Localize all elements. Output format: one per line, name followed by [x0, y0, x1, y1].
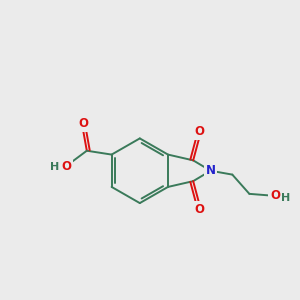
- Text: H: H: [50, 162, 59, 172]
- Text: H: H: [281, 193, 290, 203]
- Text: O: O: [194, 125, 204, 138]
- Text: O: O: [61, 160, 71, 173]
- Text: O: O: [78, 117, 88, 130]
- Text: O: O: [194, 203, 204, 216]
- Text: O: O: [270, 189, 280, 202]
- Text: N: N: [206, 164, 216, 177]
